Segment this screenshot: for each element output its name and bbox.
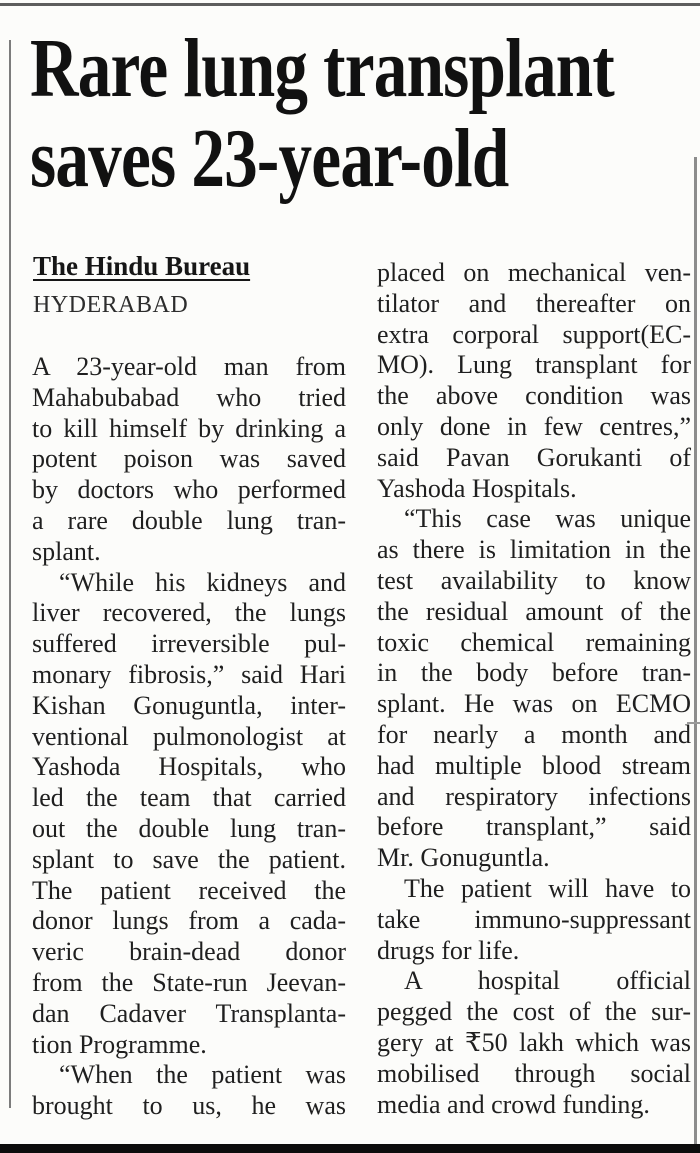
byline-block: The Hindu Bureau HYDERABAD (33, 250, 346, 320)
body-line: for nearly a month and (377, 719, 691, 749)
body-line: The patient received the (32, 875, 346, 905)
body-line: A 23-year-old man from (32, 352, 346, 381)
body-line: the residual amount of the (377, 596, 691, 626)
body-line: Yashoda Hospitals. (377, 473, 577, 503)
body-line: to kill himself by drinking a (32, 413, 346, 443)
body-line: A hospital official (404, 966, 691, 996)
body-line: Mr. Gonuguntla. (377, 843, 550, 873)
body-line: take immuno-suppressant (377, 904, 691, 934)
body-line: a rare double lung tran- (32, 505, 346, 535)
headline: Rare lung transplant saves 23-year-old (30, 24, 700, 204)
body-line: from the State-run Jeevan- (32, 967, 346, 997)
body-line: Yashoda Hospitals, who (32, 752, 346, 782)
body-line: test availability to know (377, 565, 691, 595)
body-line: splant. He was on ECMO (377, 689, 691, 719)
body-line: in the body before tran- (377, 658, 691, 688)
body-line: mobilised through social (377, 1058, 691, 1088)
body-line: tion Programme. (32, 1029, 207, 1059)
byline: The Hindu Bureau (33, 251, 251, 281)
body-line: splant. (32, 536, 101, 566)
body-line: said Pavan Gorukanti of (377, 442, 691, 472)
body-line: had multiple blood stream (377, 750, 691, 780)
body-line: extra corporal support(EC- (377, 319, 691, 349)
body-line: dan Cadaver Transplanta- (32, 998, 346, 1028)
body-line: donor lungs from a cada- (32, 906, 346, 936)
body-line: gery at ₹50 lakh which was (377, 1027, 691, 1057)
body-column-right: placed on mechanical ven-tilator and the… (377, 258, 691, 1120)
body-line: the above condition was (377, 381, 691, 411)
top-rule (0, 3, 700, 6)
body-line: The patient will have to (404, 873, 691, 903)
dateline: HYDERABAD (33, 292, 189, 318)
bottom-bar (0, 1144, 700, 1153)
body-line: by doctors who performed (32, 475, 346, 505)
body-line: before transplant,” said (377, 812, 691, 842)
body-line: monary fibrosis,” said Hari (32, 659, 346, 689)
body-line: toxic chemical remaining (377, 627, 691, 657)
body-line: and respiratory infections (377, 781, 691, 811)
body-line: veric brain-dead donor (32, 937, 346, 967)
body-line: led the team that carried (32, 783, 346, 813)
right-column-divider (694, 157, 697, 1153)
adjacent-box-edge (687, 722, 700, 724)
body-line: only done in few centres,” (377, 411, 691, 441)
body-line: placed on mechanical ven- (377, 258, 691, 287)
body-line: Mahabubabad who tried (32, 382, 346, 412)
body-line: out the double lung tran- (32, 813, 346, 843)
body-line: brought to us, he was (32, 1091, 346, 1121)
body-line: media and crowd funding. (377, 1089, 650, 1119)
left-column-rule (9, 40, 11, 1108)
body-line: suffered irreversible pul- (32, 629, 346, 659)
body-line: liver recovered, the lungs (32, 598, 346, 628)
body-line: Kishan Gonuguntla, inter- (32, 690, 346, 720)
body-line: “When the patient was (59, 1060, 346, 1090)
body-column-left: A 23-year-old man from Mahabubabad who tr… (32, 352, 346, 1122)
body-line: as there is limitation in the (377, 535, 691, 565)
body-line: MO). Lung transplant for (377, 350, 691, 380)
body-line: potent poison was saved (32, 444, 346, 474)
body-line: “While his kidneys and (59, 567, 346, 597)
body-line: “This case was unique (404, 504, 691, 534)
headline-line-1: Rare lung transplant (30, 22, 615, 115)
body-line: splant to save the patient. (32, 844, 346, 874)
headline-line-2: saves 23-year-old (30, 112, 509, 205)
body-line: ventional pulmonologist at (32, 721, 346, 751)
body-line: drugs for life. (377, 935, 520, 965)
body-line: pegged the cost of the sur- (377, 997, 691, 1027)
body-line: tilator and thereafter on (377, 288, 691, 318)
